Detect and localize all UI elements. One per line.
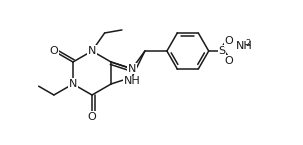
Text: O: O — [224, 56, 233, 66]
Text: N: N — [128, 64, 136, 74]
Text: O: O — [224, 36, 233, 46]
Text: NH: NH — [124, 76, 140, 86]
Text: N: N — [69, 79, 77, 89]
Text: N: N — [88, 46, 96, 56]
Text: S: S — [218, 46, 225, 56]
Text: NH: NH — [236, 41, 252, 51]
Text: O: O — [88, 112, 96, 122]
Text: 2: 2 — [246, 39, 251, 48]
Text: O: O — [49, 46, 58, 56]
